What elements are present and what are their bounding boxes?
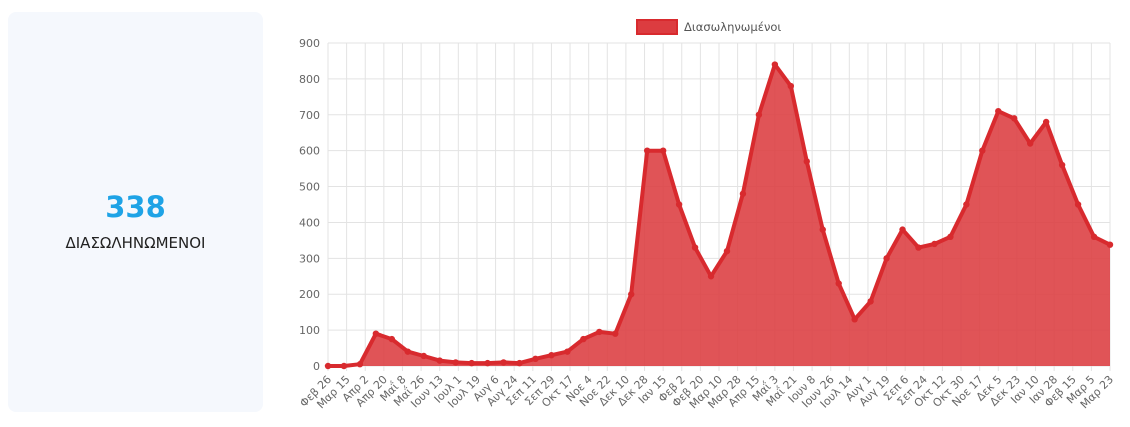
y-tick-label: 600	[299, 145, 320, 158]
y-tick-label: 800	[299, 73, 320, 86]
data-point	[1042, 118, 1050, 126]
data-point	[835, 280, 842, 287]
data-point	[580, 335, 587, 343]
data-point	[596, 328, 603, 336]
data-point	[867, 298, 874, 305]
data-point	[995, 107, 1002, 115]
data-point	[1058, 161, 1066, 169]
data-point	[500, 359, 507, 366]
data-point	[819, 226, 826, 233]
data-point	[628, 291, 635, 298]
data-point	[883, 255, 890, 262]
data-point	[947, 233, 954, 240]
data-point	[340, 362, 348, 370]
data-point	[548, 352, 555, 359]
y-tick-label: 100	[299, 324, 320, 337]
y-tick-label: 900	[299, 37, 320, 50]
data-point	[1106, 241, 1114, 248]
y-tick-label: 200	[299, 288, 320, 301]
data-point	[787, 82, 795, 90]
data-point	[356, 361, 364, 368]
data-point	[723, 247, 731, 255]
data-point	[612, 330, 619, 337]
y-tick-label: 700	[299, 109, 320, 122]
data-point	[707, 273, 715, 280]
data-point	[404, 348, 411, 355]
y-tick-label: 500	[299, 181, 320, 194]
intubated-count: 338	[105, 190, 166, 224]
data-point	[803, 158, 810, 165]
data-point	[452, 359, 459, 366]
data-point	[468, 359, 475, 367]
legend-label: Διασωληνωμένοι	[684, 20, 781, 34]
data-point	[851, 316, 858, 323]
data-point	[739, 190, 747, 197]
data-point	[691, 244, 699, 251]
data-point	[1011, 115, 1018, 122]
data-point	[516, 359, 523, 367]
data-point	[372, 330, 380, 337]
data-point	[659, 147, 667, 154]
kpi-card: 338 ΔΙΑΣΩΛΗΝΩΜΕΝΟΙ	[8, 12, 263, 412]
data-point	[963, 201, 970, 208]
data-point	[1090, 233, 1098, 240]
chart-area-layer	[324, 61, 1114, 370]
data-point	[420, 352, 427, 360]
data-point	[532, 355, 539, 363]
data-point	[564, 348, 571, 355]
data-point	[484, 359, 491, 367]
y-tick-label: 0	[313, 360, 320, 373]
data-point	[675, 201, 683, 208]
data-point	[771, 61, 779, 68]
data-point	[931, 240, 938, 248]
data-point	[979, 147, 986, 154]
data-point	[899, 226, 906, 233]
data-point	[643, 147, 651, 154]
data-point	[1074, 201, 1082, 208]
y-tick-label: 400	[299, 216, 320, 229]
y-tick-label: 300	[299, 252, 320, 265]
data-point	[436, 357, 443, 364]
chart-legend[interactable]: Διασωληνωμένοι	[636, 19, 781, 35]
data-point	[915, 244, 922, 251]
legend-swatch	[636, 19, 678, 35]
data-point	[755, 111, 763, 118]
data-point	[1027, 140, 1034, 147]
series-area	[328, 64, 1110, 366]
data-point	[324, 362, 332, 370]
intubated-label: ΔΙΑΣΩΛΗΝΩΜΕΝΟΙ	[65, 234, 206, 252]
data-point	[388, 335, 396, 343]
